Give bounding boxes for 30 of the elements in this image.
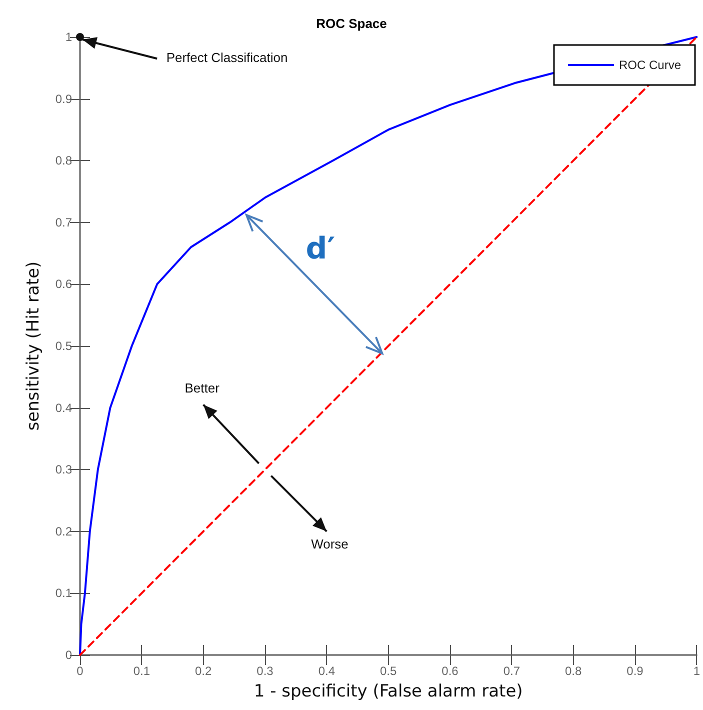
annotation: Worse [311, 536, 348, 552]
x-tick-label: 0.9 [626, 664, 644, 678]
y-tick-label: 0.5 [55, 339, 72, 353]
y-tick-label: 0.9 [55, 92, 72, 106]
x-tick-label: 0.8 [564, 664, 582, 678]
x-tick-label: 0.1 [133, 664, 150, 678]
y-tick-label: 0.1 [55, 586, 72, 600]
x-tick-label: 0.7 [503, 664, 520, 678]
x-axis-title: 1 - specificity (False alarm rate) [254, 682, 523, 702]
annotation: d′ [306, 231, 336, 266]
y-tick-label: 0.3 [55, 462, 72, 477]
y-axis-title: sensitivity (Hit rate) [24, 261, 44, 431]
legend-label: ROC Curve [618, 58, 682, 72]
annotation: Perfect Classification [166, 50, 288, 66]
x-tick-label: 0.4 [318, 664, 336, 678]
y-tick-label: 0.6 [55, 277, 72, 292]
y-tick-label: 0.8 [55, 154, 72, 168]
x-tick-label: 0.6 [442, 664, 459, 678]
x-tick-label: 1 [693, 664, 700, 678]
chart-title: ROC Space [316, 16, 387, 31]
y-tick-label: 1 [65, 30, 72, 44]
y-tick-label: 0.7 [55, 215, 72, 230]
x-tick-label: 0.3 [256, 664, 274, 678]
x-tick-label: 0 [76, 664, 84, 678]
x-tick-label: 0.2 [194, 664, 212, 678]
y-tick-label: 0 [65, 648, 72, 662]
y-tick-label: 0.4 [55, 400, 72, 415]
x-tick-label: 0.5 [380, 664, 397, 678]
annotation: Better [184, 380, 220, 396]
y-tick-label: 0.2 [55, 524, 72, 538]
